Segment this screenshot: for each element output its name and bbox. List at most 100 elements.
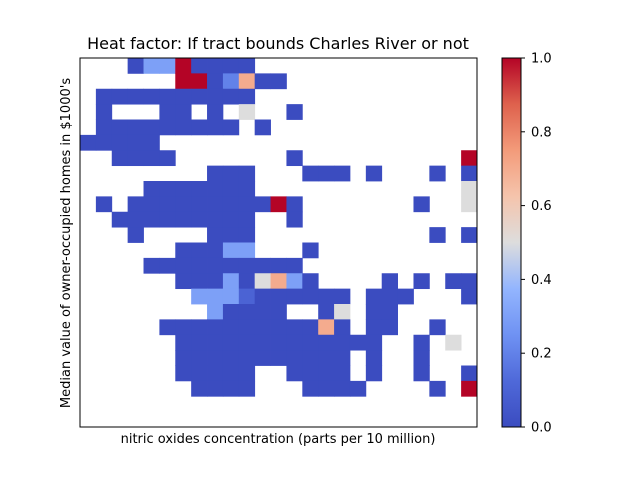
heatmap-cell xyxy=(159,319,176,336)
heatmap-cell xyxy=(445,334,462,351)
heatmap-cell xyxy=(127,150,144,167)
heatmap-cell xyxy=(413,365,430,382)
heatmap-cell xyxy=(207,119,224,136)
heatmap-cell xyxy=(191,365,208,382)
heatmap-cell xyxy=(143,196,160,213)
heatmap-cell xyxy=(349,334,367,351)
heatmap-cell xyxy=(254,73,271,90)
heatmap-cell xyxy=(127,88,144,105)
heatmap-cell xyxy=(175,257,192,274)
heatmap-cell xyxy=(159,88,176,105)
heatmap-cell xyxy=(207,181,224,197)
heatmap-cell xyxy=(254,273,271,290)
heatmap-cell xyxy=(318,380,335,397)
heatmap-cell xyxy=(429,165,446,182)
heatmap-cell xyxy=(175,88,192,105)
heatmap-cell xyxy=(191,242,208,259)
heatmap-cell xyxy=(318,304,335,320)
heatmap-cell xyxy=(286,288,303,305)
heatmap-cell xyxy=(334,165,351,182)
heatmap-cell xyxy=(222,319,240,336)
heatmap-cell xyxy=(191,181,208,197)
heatmap-cell xyxy=(191,88,208,105)
heatmap-cell xyxy=(191,196,208,213)
heatmap-cell xyxy=(95,196,113,213)
heatmap-cell xyxy=(127,227,144,243)
heatmap-cell xyxy=(461,227,478,243)
heatmap-cell xyxy=(302,319,319,336)
heatmap-cell xyxy=(318,288,335,305)
heatmap-cell xyxy=(286,104,303,120)
heatmap-cell xyxy=(238,88,256,105)
heatmap-cell xyxy=(238,165,256,182)
heatmap-cell xyxy=(238,104,256,120)
heatmap-cell xyxy=(207,165,224,182)
colorbar xyxy=(501,57,522,428)
heatmap-cell xyxy=(334,350,351,366)
heatmap-cell xyxy=(461,181,478,197)
heatmap-cell xyxy=(175,334,192,351)
heatmap-cell xyxy=(95,88,113,105)
heatmap-cell xyxy=(334,334,351,351)
colorbar-tick-label: 0.4 xyxy=(531,273,552,288)
heatmap-cell xyxy=(254,334,271,351)
heatmap-cell xyxy=(286,319,303,336)
heatmap-cell xyxy=(175,242,192,259)
heatmap-cell xyxy=(175,73,192,90)
heatmap-cell xyxy=(270,319,287,336)
heatmap-cell xyxy=(318,350,335,366)
heatmap-cell xyxy=(270,350,287,366)
heatmap-cell xyxy=(207,242,224,259)
heatmap-cell xyxy=(175,211,192,228)
heatmap-cell xyxy=(413,273,430,290)
heatmap-cell xyxy=(238,273,256,290)
heatmap-cell xyxy=(238,365,256,382)
heatmap-cell xyxy=(207,334,224,351)
heatmap-cell xyxy=(254,288,271,305)
heatmap-cell xyxy=(143,257,160,274)
heatmap-cell xyxy=(318,365,335,382)
heatmap-cell xyxy=(365,350,383,366)
heatmap-cell xyxy=(191,380,208,397)
heatmap-cell xyxy=(175,273,192,290)
heatmap-cell xyxy=(111,119,129,136)
heatmap-cell xyxy=(302,350,319,366)
chart-title: Heat factor: If tract bounds Charles Riv… xyxy=(87,34,469,53)
heatmap-cell xyxy=(238,211,256,228)
heatmap-cell xyxy=(254,257,271,274)
heatmap-cell xyxy=(318,165,335,182)
heatmap-cell xyxy=(95,119,113,136)
heatmap-cell xyxy=(222,58,240,74)
heatmap-cell xyxy=(175,119,192,136)
heatmap-cell xyxy=(461,196,478,213)
heatmap-cell xyxy=(143,88,160,105)
heatmap-cell xyxy=(80,134,97,151)
heatmap-cell xyxy=(159,119,176,136)
heatmap-cell xyxy=(207,257,224,274)
heatmap-cell xyxy=(286,257,303,274)
heatmap-cell xyxy=(270,304,287,320)
heatmap-cell xyxy=(461,273,478,290)
heatmap-cell xyxy=(207,380,224,397)
heatmap-cell xyxy=(286,350,303,366)
heatmap-cell xyxy=(429,319,446,336)
heatmap-cell xyxy=(334,365,351,382)
heatmap-cell xyxy=(111,134,129,151)
heatmap-cell xyxy=(207,58,224,74)
heatmap-cell xyxy=(222,181,240,197)
heatmap-cell xyxy=(270,288,287,305)
heatmap-cell xyxy=(238,257,256,274)
colorbar-tick-label: 0.0 xyxy=(531,421,552,436)
heatmap-cell xyxy=(143,134,160,151)
heatmap-cell xyxy=(238,58,256,74)
heatmap-cell xyxy=(238,304,256,320)
heatmap-cell xyxy=(238,319,256,336)
heatmap-cell xyxy=(159,196,176,213)
heatmap-cell xyxy=(413,196,430,213)
heatmap-cell xyxy=(365,304,383,320)
heatmap-cell xyxy=(111,211,129,228)
heatmap-cell xyxy=(254,304,271,320)
heatmap-cell xyxy=(159,257,176,274)
heatmap-cell xyxy=(461,150,478,167)
